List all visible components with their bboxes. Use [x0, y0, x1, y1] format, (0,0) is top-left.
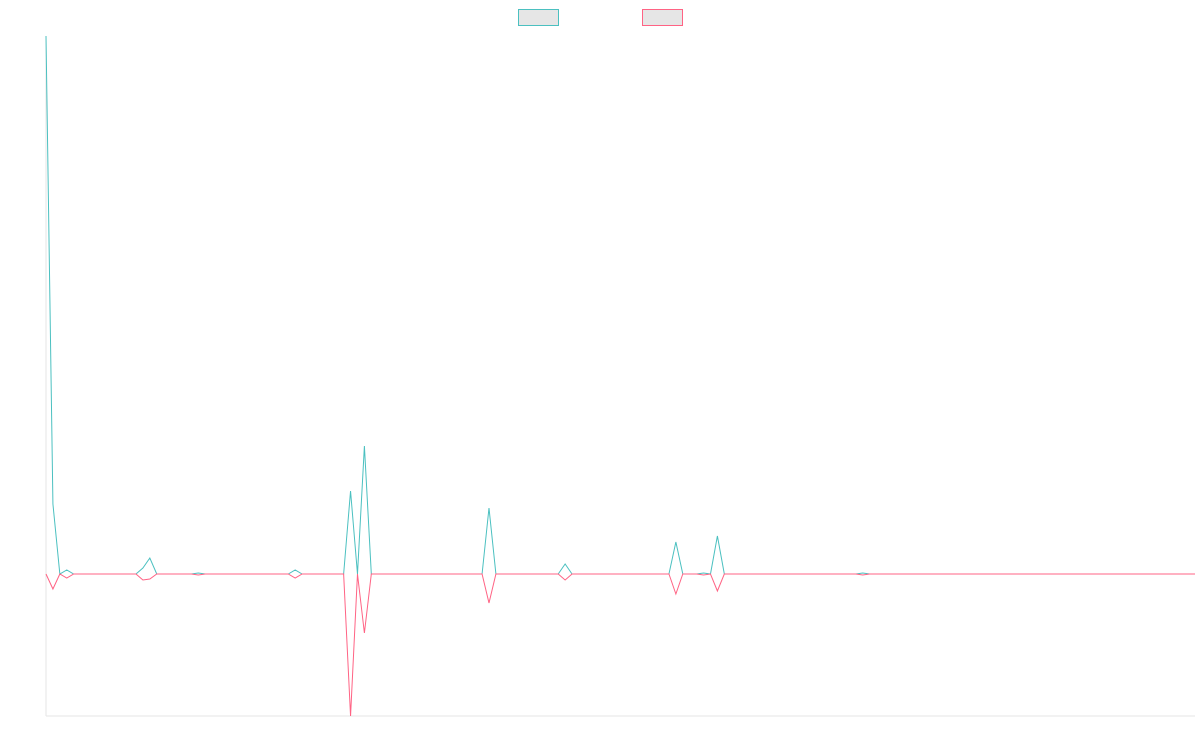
- legend-swatch[interactable]: [642, 9, 683, 26]
- series-line: [45, 35, 1195, 575]
- legend-swatch[interactable]: [518, 9, 559, 26]
- series-line: [45, 573, 1195, 717]
